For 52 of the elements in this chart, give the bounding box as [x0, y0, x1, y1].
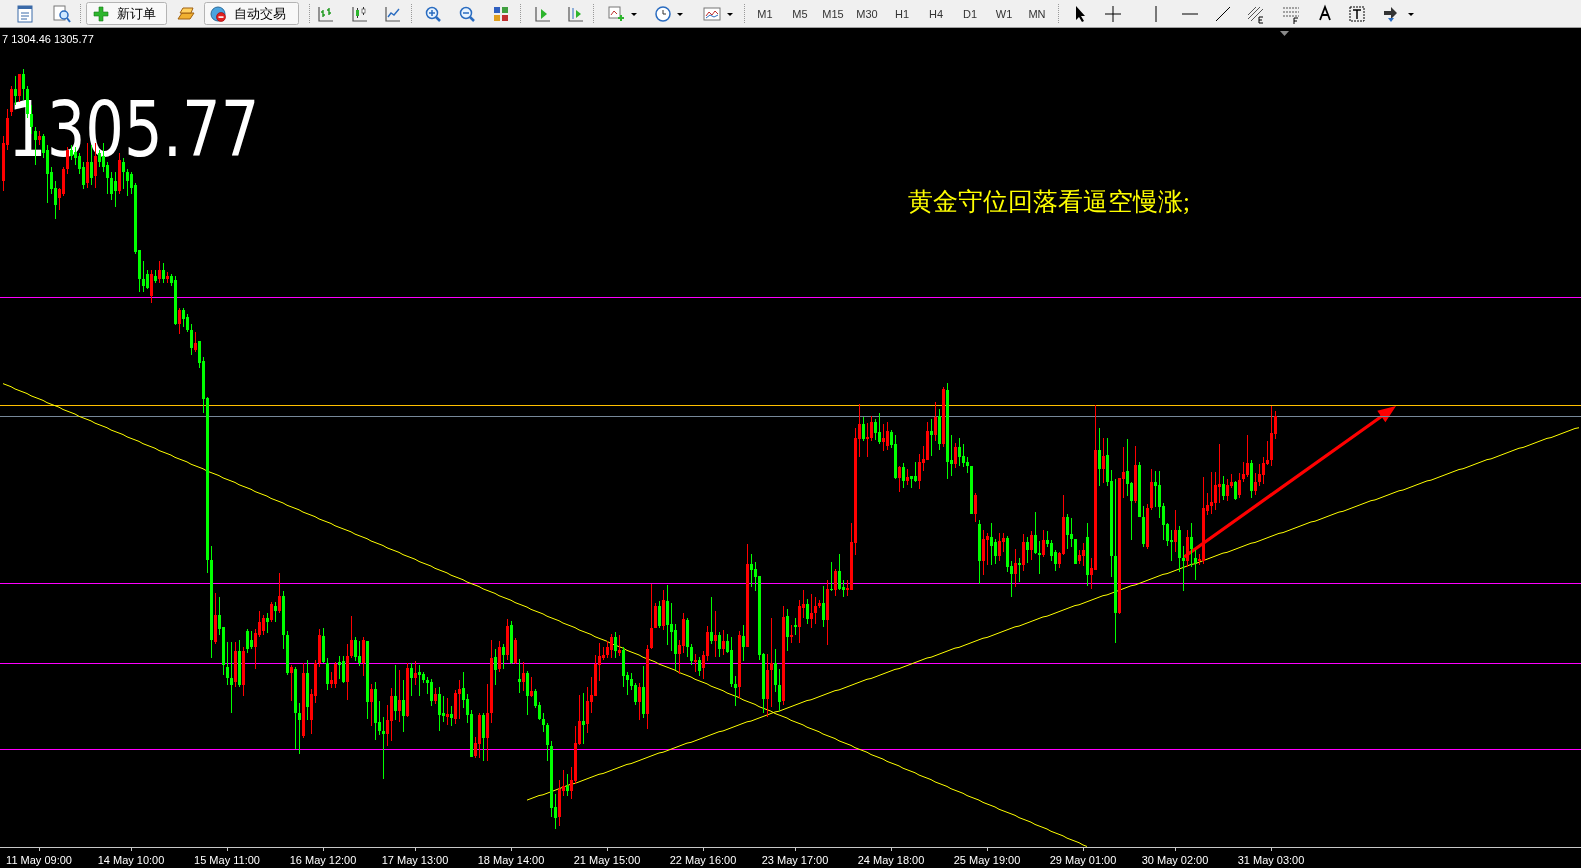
- candlestick: [581, 692, 585, 744]
- candlestick: [229, 642, 233, 714]
- x-tick-label: 14 May 10:00: [97, 854, 165, 866]
- candlestick: [829, 562, 833, 592]
- candlestick: [297, 702, 301, 754]
- candlestick: [445, 697, 449, 725]
- text: M15: [822, 8, 844, 20]
- candlestick: [1209, 471, 1213, 515]
- candlestick: [793, 617, 797, 636]
- x-tick-label: 15 May 11:00: [194, 854, 260, 866]
- x-tick-label: 23 May 17:00: [761, 854, 829, 866]
- text: H4: [928, 8, 944, 20]
- candlestick: [1017, 557, 1021, 582]
- x-tick-label: 25 May 19:00: [953, 854, 1021, 866]
- candlestick: [713, 610, 717, 658]
- text: MN: [1028, 8, 1046, 20]
- text: M30: [856, 8, 878, 20]
- candlestick: [769, 617, 773, 707]
- text: M5: [792, 8, 808, 20]
- candlestick: [1069, 518, 1073, 548]
- candlestick: [1037, 540, 1041, 575]
- text: D1: [962, 8, 978, 20]
- candlestick: [449, 705, 453, 726]
- candlestick: [693, 654, 697, 672]
- text: W1: [995, 8, 1013, 20]
- candlestick: [337, 656, 341, 679]
- candlestick: [381, 717, 385, 779]
- text: 7 1304.46 1305.77: [2, 33, 94, 45]
- candlestick: [165, 271, 169, 284]
- text: 新订单: [117, 6, 156, 21]
- candlestick: [709, 597, 713, 645]
- x-tick-label: 29 May 01:00: [1049, 854, 1117, 866]
- x-tick-label: 30 May 02:00: [1141, 854, 1209, 866]
- text: M1: [757, 8, 773, 20]
- x-tick-label: 17 May 13:00: [381, 854, 449, 866]
- candlestick: [517, 658, 521, 693]
- candlestick: [417, 664, 421, 696]
- x-tick-label: 21 May 15:00: [573, 854, 641, 866]
- candlestick: [881, 423, 885, 451]
- candlestick: [617, 635, 621, 657]
- x-tick-label: 31 May 03:00: [1237, 854, 1305, 866]
- x-tick-label: 24 May 18:00: [857, 854, 925, 866]
- annotation: 黄金守位回落看逼空慢涨;: [908, 188, 1190, 215]
- candlestick: [1181, 546, 1185, 592]
- candlestick: [733, 676, 737, 706]
- candlestick: [929, 419, 933, 456]
- x-tick-label: 11 May 09:00: [6, 854, 72, 866]
- text: 自动交易: [234, 6, 286, 21]
- x-tick-label: 18 May 14:00: [477, 854, 545, 866]
- x-tick-label: 22 May 16:00: [669, 854, 737, 866]
- text: H1: [894, 8, 910, 20]
- x-tick-label: 16 May 12:00: [289, 854, 357, 866]
